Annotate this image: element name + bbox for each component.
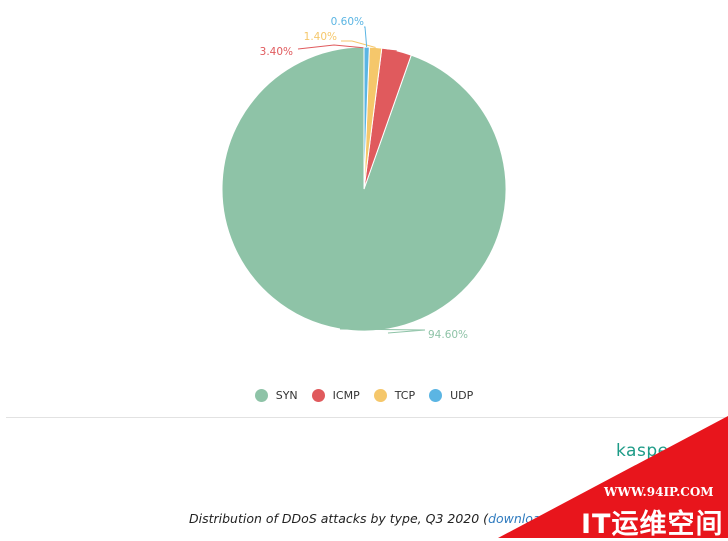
legend-marker-tcp — [373, 389, 387, 402]
chart-caption: Distribution of DDoS attacks by type, Q3… — [189, 511, 549, 526]
data-label-udp: 0.60% — [331, 16, 364, 28]
divider — [6, 417, 728, 418]
data-label-syn: 94.60% — [428, 329, 468, 341]
chart-legend: SYN ICMP TCP UDP — [0, 389, 728, 402]
legend-item-icmp[interactable]: ICMP — [311, 389, 360, 402]
legend-marker-udp — [429, 389, 443, 402]
legend-item-syn[interactable]: SYN — [254, 389, 298, 402]
legend-label-udp: UDP — [450, 389, 474, 402]
legend-marker-icmp — [311, 389, 325, 402]
legend-item-udp[interactable]: UDP — [429, 389, 473, 402]
connector-tcp — [341, 40, 376, 48]
connector-syn — [340, 328, 426, 334]
connector-udp — [364, 26, 368, 48]
legend-item-tcp[interactable]: TCP — [373, 389, 416, 402]
pie-slice-udp[interactable] — [363, 46, 370, 190]
legend-label-icmp: ICMP — [332, 389, 360, 402]
data-label-tcp: 1.40% — [304, 31, 337, 43]
watermark-url: WWW.94IP.COM — [604, 485, 714, 499]
pie-chart: 94.60% 3.40% 1.40% 0.60% — [221, 16, 507, 341]
caption-text: Distribution of DDoS attacks by type, Q3… — [189, 511, 489, 526]
data-label-icmp: 3.40% — [260, 46, 293, 58]
watermark-triangle — [498, 416, 728, 538]
watermark-name: IT运维空间 — [581, 509, 724, 540]
legend-marker-syn — [254, 389, 268, 402]
legend-label-syn: SYN — [275, 389, 298, 402]
legend-label-tcp: TCP — [394, 389, 416, 402]
